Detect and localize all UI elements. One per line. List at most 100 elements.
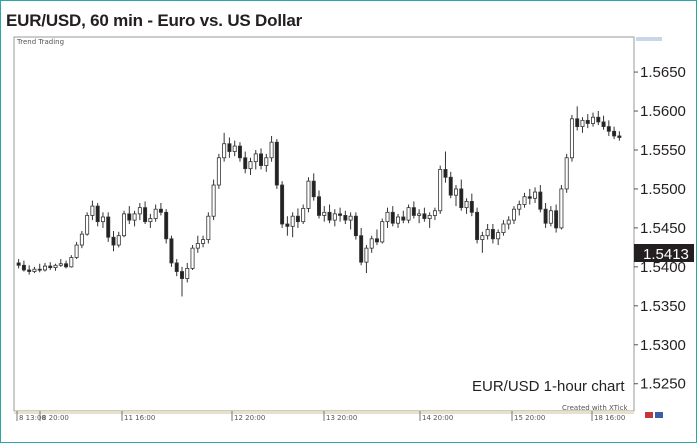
candle-body <box>21 264 26 271</box>
candle-body <box>390 211 395 224</box>
axis-top-marker <box>636 37 662 41</box>
current-price-label: 1.5413 <box>643 246 689 263</box>
candle-body <box>517 204 522 210</box>
candle-body <box>169 238 174 264</box>
candle-body <box>506 219 511 225</box>
candle-body <box>137 207 142 215</box>
candle-body <box>417 213 422 216</box>
candle-body <box>132 213 137 221</box>
y-tick-label: 1.5300 <box>640 337 686 354</box>
candle-body <box>164 211 169 240</box>
y-tick-label: 1.5650 <box>640 64 686 81</box>
candle-body <box>338 213 343 216</box>
y-axis: 1.5650 1.5600 1.5550 1.5500 1.5450 1.5400 1.53… <box>634 64 686 393</box>
panel-label: Trend Trading <box>16 38 64 46</box>
candle-body <box>106 216 111 238</box>
candle-body <box>48 265 53 269</box>
candle-body <box>538 191 543 210</box>
candle-body <box>374 238 379 243</box>
y-tick-label: 1.5550 <box>640 142 686 159</box>
candle-body <box>143 207 148 223</box>
candle-body <box>16 262 21 266</box>
candle-body <box>490 229 495 240</box>
candle-body <box>359 235 364 263</box>
candles-group <box>16 106 622 297</box>
candle-body <box>122 213 127 237</box>
y-tick-label: 1.5350 <box>640 298 686 315</box>
x-axis: 8 13:008 20:00 11 16:00 12 20:00 13 20:00 14… <box>16 411 625 422</box>
candle-body <box>53 264 58 269</box>
candle-body <box>216 157 221 186</box>
candle-body <box>464 201 469 209</box>
candle-body <box>327 211 332 221</box>
x-tick-label: 13 20:00 <box>326 414 357 422</box>
candle-body <box>69 257 74 268</box>
x-tick-label: 11 16:00 <box>124 414 155 422</box>
candle-body <box>501 223 506 233</box>
candle-body <box>27 269 32 272</box>
candle-body <box>116 235 121 246</box>
candle-body <box>527 196 532 199</box>
candle-body <box>396 216 401 224</box>
candle-body <box>606 126 611 132</box>
candle-body <box>269 141 274 159</box>
candle-body <box>533 191 538 199</box>
candle-body <box>127 213 132 221</box>
y-tick-label: 1.5450 <box>640 220 686 237</box>
candle-body <box>343 215 348 221</box>
candle-body <box>422 213 427 219</box>
candle-body <box>243 157 248 170</box>
candle-body <box>438 169 443 212</box>
candle-body <box>58 263 63 266</box>
candle-body <box>554 210 559 229</box>
candle-body <box>601 121 606 128</box>
candle-body <box>158 208 163 213</box>
y-tick-label: 1.5250 <box>640 376 686 393</box>
candle-body <box>74 244 79 258</box>
candle-body <box>596 116 601 123</box>
candle-body <box>348 215 353 221</box>
candle-body <box>37 268 42 271</box>
candle-body <box>306 180 311 209</box>
candle-body <box>237 145 242 159</box>
candle-body <box>332 213 337 221</box>
candle-body <box>443 169 448 178</box>
candle-body <box>264 157 269 166</box>
candle-body <box>90 205 95 216</box>
candle-body <box>174 262 179 272</box>
candle-body <box>201 239 206 244</box>
candle-body <box>432 210 437 216</box>
candle-body <box>180 271 184 279</box>
chart-title: EUR/USD, 60 min - Euro vs. US Dollar <box>6 11 303 30</box>
credit-label: Created with XTick <box>562 404 629 412</box>
flag-icon-2 <box>655 412 663 418</box>
candle-body <box>85 215 90 235</box>
candle-body <box>190 247 195 269</box>
candle-body <box>32 268 37 272</box>
candle-body <box>317 196 321 216</box>
candle-body <box>485 229 490 237</box>
candle-body <box>353 215 358 237</box>
candle-body <box>369 238 374 249</box>
candle-body <box>259 153 264 166</box>
candle-body <box>612 130 617 137</box>
candle-body <box>569 118 574 159</box>
candle-body <box>364 247 369 263</box>
chart-annotation: EUR/USD 1-hour chart <box>472 378 625 395</box>
y-tick-label: 1.5600 <box>640 103 686 120</box>
candle-body <box>448 176 453 196</box>
candle-body <box>564 157 569 190</box>
candle-body <box>253 153 258 163</box>
candle-body <box>617 135 622 138</box>
candle-body <box>511 208 516 221</box>
candle-body <box>211 184 216 217</box>
candle-body <box>454 188 458 196</box>
candle-body <box>427 215 432 219</box>
y-tick-label: 1.5500 <box>640 181 686 198</box>
candle-body <box>248 161 253 170</box>
candle-body <box>459 188 464 209</box>
x-tick-label: 15 20:00 <box>514 414 545 422</box>
x-tick-label: 18 16:00 <box>594 414 625 422</box>
y-tick-label: 1.5400 <box>640 259 686 276</box>
